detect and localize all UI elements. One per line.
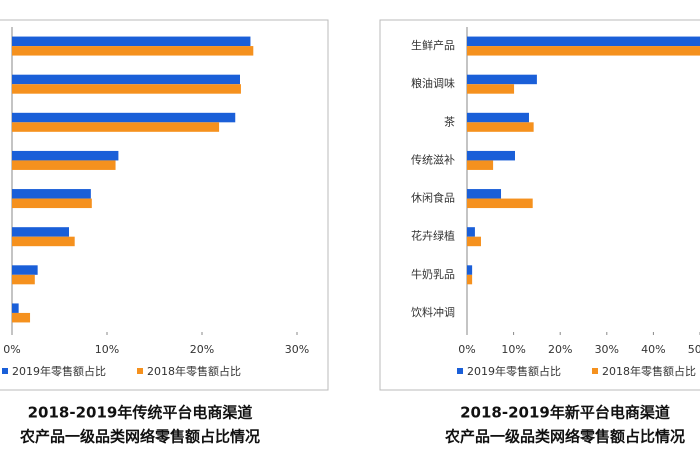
bar [12,265,38,275]
legend-label: 2019年零售额占比 [467,364,561,378]
x-tick-label: 30% [285,343,309,356]
chart-subtitle: 农产品一级品类网络零售额占比情况 [19,428,260,446]
bar [12,274,35,285]
chart-frame [379,19,700,391]
x-tick-label: 20% [190,343,214,356]
legend-swatch [2,368,8,374]
bar [467,227,475,237]
y-tick-label: 花卉绿植 [411,229,455,243]
bar [12,160,116,170]
legend-label: 2018年零售额占比 [602,364,696,378]
bar [467,74,537,85]
y-tick-label: 牛奶乳品 [411,267,455,281]
x-tick-label: 30% [595,343,619,356]
bar [467,236,481,247]
x-tick-label: 20% [548,343,572,356]
bar [12,198,92,209]
bar [12,122,220,132]
y-tick-label: 休闲食品 [411,191,455,205]
x-tick-label: 0% [3,343,20,356]
bar [467,160,494,170]
x-tick-label: 10% [95,343,119,356]
bar [12,150,119,161]
chart-title: 2018-2019年新平台电商渠道 [460,404,670,422]
legend-label: 2019年零售额占比 [12,364,106,378]
bar [467,46,700,56]
bar [12,227,69,237]
bar [467,265,473,275]
y-tick-label: 粮油调味 [411,76,455,90]
bar [12,46,254,56]
bar [12,303,19,313]
legend-swatch [457,368,463,374]
chart-title: 2018-2019年传统平台电商渠道 [28,404,253,422]
bar [12,312,31,323]
bar [12,189,91,199]
chart-frame [0,19,329,391]
x-tick-label: 10% [501,343,525,356]
bar [467,198,533,209]
bar [12,84,241,94]
bar [467,274,473,285]
bar [12,112,236,123]
y-tick-label: 传统滋补 [411,153,455,166]
x-tick-label: 0% [458,343,475,356]
bar [12,36,251,47]
y-tick-label: 茶 [444,115,455,128]
bar [467,36,700,47]
bar [467,84,515,94]
chart-subtitle: 农产品一级品类网络零售额占比情况 [444,428,685,446]
y-tick-label: 饮料冲调 [411,305,455,319]
y-tick-label: 生鲜产品 [411,38,455,52]
legend-swatch [137,368,143,374]
x-tick-label: 50% [688,343,700,356]
legend-label: 2018年零售额占比 [147,364,241,378]
legend-swatch [592,368,598,374]
bar [467,189,502,199]
bar [12,236,75,247]
bar [12,74,240,85]
bar [467,122,534,132]
bar [467,112,529,123]
bar [467,150,515,161]
x-tick-label: 40% [641,343,665,356]
